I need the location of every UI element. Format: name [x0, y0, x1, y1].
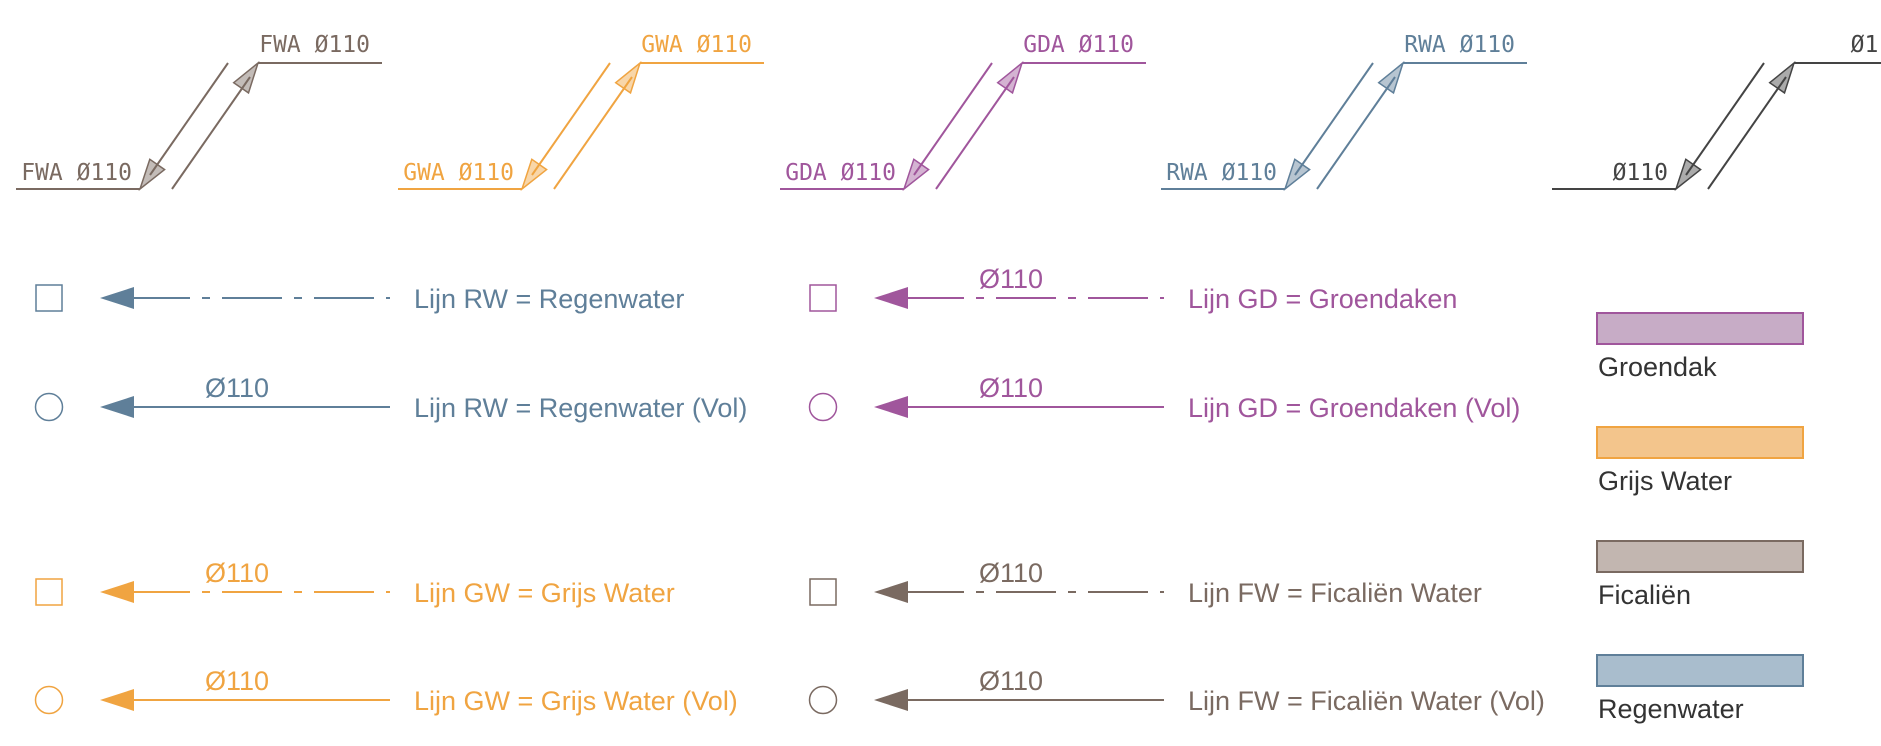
pipe-line-rwa-solid: Ø110 Lijn RW = Regenwater (Vol): [34, 373, 747, 423]
connector-diagonal-up: [935, 76, 1015, 190]
line-arrowhead: [874, 287, 908, 309]
connector-diagonal-down: [1294, 62, 1374, 176]
connector-neutral: Ø110 Ø110: [1552, 32, 1881, 192]
line-arrowhead: [874, 689, 908, 711]
connector-diagonal-down: [149, 62, 229, 176]
connector-lower-label: GWA Ø110: [403, 160, 514, 186]
swatch-box: [1596, 312, 1804, 345]
connector-rwa: RWA Ø110 RWA Ø110: [1161, 32, 1527, 192]
line-marker-circle: [34, 685, 64, 715]
line-diameter-label: Ø110: [979, 558, 1043, 588]
connector-arrowhead-up: [1768, 60, 1796, 95]
line-arrowhead: [100, 581, 134, 603]
connector-arrowhead-down: [1674, 158, 1702, 192]
swatch-box: [1596, 654, 1804, 687]
connector-diagonal-down: [1685, 62, 1765, 176]
line-marker-square: [35, 284, 63, 312]
connector-fwa: FWA Ø110 FWA Ø110: [16, 32, 382, 192]
line-label: Lijn FW = Ficaliën Water (Vol): [1188, 686, 1545, 716]
swatch-item: Grijs Water: [1596, 426, 1804, 496]
connector-diagonal-down: [531, 62, 611, 176]
line-arrowhead: [100, 287, 134, 309]
connector-gwa: GWA Ø110 GWA Ø110: [398, 32, 764, 192]
connector-arrowhead-down: [1283, 158, 1311, 192]
swatch-label: Groendak: [1598, 352, 1717, 382]
pipe-line-gda-solid: Ø110 Lijn GD = Groendaken (Vol): [808, 373, 1520, 423]
connector-arrowhead-up: [1377, 60, 1405, 95]
line-label: Lijn RW = Regenwater (Vol): [414, 393, 747, 423]
line-arrowhead: [874, 581, 908, 603]
swatch-item: Ficaliën: [1596, 540, 1804, 610]
connector-arrowhead-down: [138, 158, 166, 192]
connector-upper-label: RWA Ø110: [1404, 32, 1515, 58]
connector-arrowhead-up: [232, 60, 260, 95]
connector-diagonal-up: [553, 76, 633, 190]
line-marker-square: [35, 578, 63, 606]
connector-upper-label: Ø110: [1851, 32, 1881, 58]
connector-arrowhead-down: [520, 158, 548, 192]
connector-arrowhead-up: [614, 60, 642, 95]
connector-upper-label: FWA Ø110: [259, 32, 370, 58]
swatch-item: Regenwater: [1596, 654, 1804, 724]
line-diameter-label: Ø110: [979, 666, 1043, 696]
connector-diagonal-up: [1316, 76, 1396, 190]
line-label: Lijn FW = Ficaliën Water: [1188, 578, 1482, 608]
swatch-box: [1596, 540, 1804, 573]
line-label: Lijn RW = Regenwater: [414, 284, 684, 314]
connector-lower-label: RWA Ø110: [1166, 160, 1277, 186]
swatch-label: Ficaliën: [1598, 580, 1691, 610]
swatch-label: Grijs Water: [1598, 466, 1732, 496]
pipe-line-fwa-solid: Ø110 Lijn FW = Ficaliën Water (Vol): [808, 666, 1545, 716]
line-arrowhead: [100, 396, 134, 418]
connector-lower-label: Ø110: [1613, 160, 1668, 186]
pipe-line-gwa-solid: Ø110 Lijn GW = Grijs Water (Vol): [34, 666, 738, 716]
line-marker-circle: [808, 685, 838, 715]
pipe-line-legend-group: Lijn RW = Regenwater Ø110 Lijn RW = Regenw…: [34, 264, 1545, 716]
line-marker-circle: [34, 392, 64, 422]
swatch-label: Regenwater: [1598, 694, 1744, 724]
line-diameter-label: Ø110: [205, 373, 269, 403]
connector-lower-label: FWA Ø110: [21, 160, 132, 186]
connector-diagonal-down: [913, 62, 993, 176]
line-label: Lijn GD = Groendaken (Vol): [1188, 393, 1520, 423]
connector-upper-label: GDA Ø110: [1023, 32, 1134, 58]
connector-diagonal-up: [171, 76, 251, 190]
line-diameter-label: Ø110: [205, 666, 269, 696]
connector-lower-label: GDA Ø110: [785, 160, 896, 186]
line-marker-square: [809, 284, 837, 312]
connector-upper-label: GWA Ø110: [641, 32, 752, 58]
line-label: Lijn GW = Grijs Water: [414, 578, 675, 608]
pipe-line-gwa-dashed: Ø110 Lijn GW = Grijs Water: [35, 558, 675, 608]
line-arrowhead: [100, 689, 134, 711]
line-diameter-label: Ø110: [979, 373, 1043, 403]
line-marker-square: [809, 578, 837, 606]
pipe-line-gda-dashed: Ø110 Lijn GD = Groendaken: [809, 264, 1457, 314]
line-diameter-label: Ø110: [979, 264, 1043, 294]
connector-diagonal-up: [1707, 76, 1787, 190]
swatch-item: Groendak: [1596, 312, 1804, 382]
line-marker-circle: [808, 392, 838, 422]
pipe-line-rwa-dashed: Lijn RW = Regenwater: [35, 284, 684, 314]
material-swatch-legend: Groendak Grijs Water Ficaliën Regenwater: [1596, 312, 1804, 724]
swatch-box: [1596, 426, 1804, 459]
connector-arrowhead-up: [996, 60, 1024, 95]
line-diameter-label: Ø110: [205, 558, 269, 588]
line-label: Lijn GD = Groendaken: [1188, 284, 1457, 314]
pipe-connector-group: FWA Ø110 FWA Ø110 GWA Ø110 GWA Ø110 GDA Ø110…: [16, 32, 1881, 192]
line-label: Lijn GW = Grijs Water (Vol): [414, 686, 738, 716]
pipe-line-fwa-dashed: Ø110 Lijn FW = Ficaliën Water: [809, 558, 1482, 608]
line-arrowhead: [874, 396, 908, 418]
connector-arrowhead-down: [902, 158, 930, 192]
connector-gda: GDA Ø110 GDA Ø110: [780, 32, 1146, 192]
